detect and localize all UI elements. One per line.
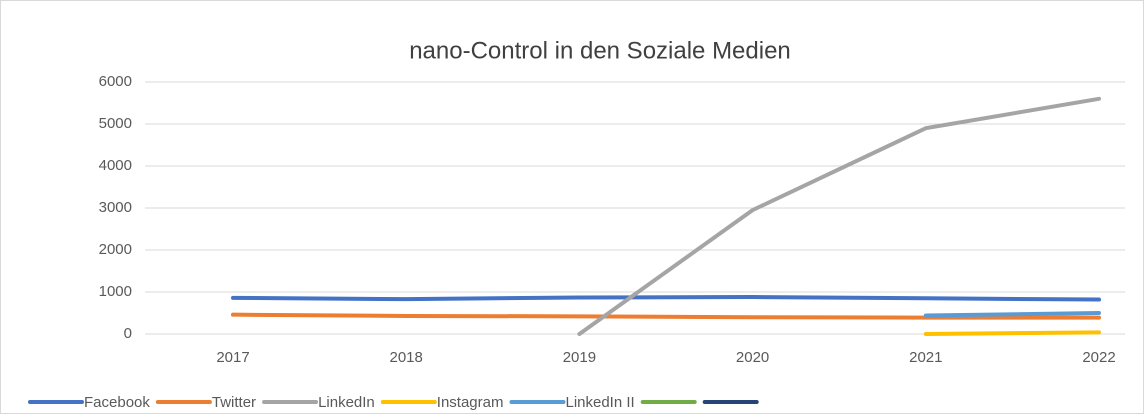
series-line: [923, 330, 1101, 336]
series-line: [231, 312, 1101, 320]
legend-label: LinkedIn II: [565, 394, 634, 411]
x-tick-label: 2019: [563, 349, 596, 366]
x-tick-label: 2020: [736, 349, 769, 366]
x-tick-label: 2018: [390, 349, 423, 366]
legend-label: Twitter: [212, 394, 256, 411]
x-tick-label: 2021: [909, 349, 942, 366]
legend-label: Instagram: [437, 394, 504, 411]
y-tick-label: 2000: [99, 241, 132, 258]
legend-label: Facebook: [84, 394, 150, 411]
series-line: [577, 96, 1101, 336]
y-tick-label: 0: [124, 325, 132, 342]
chart-title: nano-Control in den Soziale Medien: [409, 37, 791, 64]
legend-label: LinkedIn: [318, 394, 375, 411]
y-tick-label: 6000: [99, 73, 132, 90]
series-line: [231, 295, 1101, 302]
y-tick-label: 3000: [99, 199, 132, 216]
x-tick-label: 2017: [216, 349, 249, 366]
y-tick-label: 4000: [99, 157, 132, 174]
x-tick-label: 2022: [1082, 349, 1115, 366]
y-tick-label: 1000: [99, 283, 132, 300]
series-line: [923, 311, 1101, 318]
y-tick-label: 5000: [99, 115, 132, 132]
